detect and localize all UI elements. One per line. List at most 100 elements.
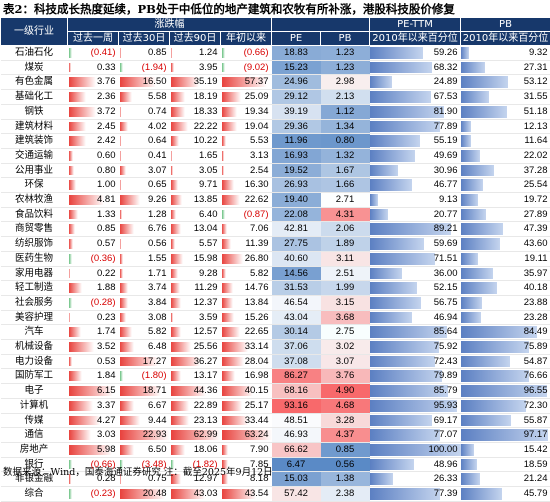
change-value: 0.80 (97, 165, 119, 176)
pe-percentile-bar (370, 121, 441, 133)
change-value: 22.65 (245, 326, 272, 337)
pe-percentile-value: 59.69 (434, 238, 461, 249)
90d-change-cell: 18.06 (170, 442, 221, 457)
week-change-cell: 0.53 (68, 354, 119, 369)
change-value: 5.82 (148, 326, 170, 337)
change-bar (171, 92, 186, 102)
industry-name: 轻工制造 (1, 281, 68, 296)
pe-percentile-value: 24.89 (434, 76, 461, 87)
pb-value: 1.12 (321, 104, 370, 119)
change-value: 63.24 (245, 429, 272, 440)
change-value: 22.93 (143, 429, 170, 440)
pe-value: 37.08 (272, 354, 321, 369)
ytd-change-cell: 63.24 (221, 428, 272, 443)
change-bar (171, 371, 182, 381)
week-change-cell: (0.28) (68, 295, 119, 310)
pe-percentile-bar (370, 297, 422, 309)
week-change-cell: (0.36) (68, 251, 119, 266)
industry-name: 综合 (1, 487, 68, 502)
pe-percentile-bar (370, 179, 413, 191)
ytd-change-cell: 33.44 (221, 413, 272, 428)
pe-percentile-cell: 52.15 (370, 281, 461, 296)
change-bar (69, 401, 94, 411)
pe-percentile-cell: 36.00 (370, 266, 461, 281)
change-value: 3.37 (97, 400, 119, 411)
change-value: 1.71 (148, 268, 170, 279)
change-bar (69, 151, 73, 161)
pb-percentile-cell: 72.30 (461, 398, 550, 413)
pe-percentile-cell: 68.32 (370, 60, 461, 75)
pe-percentile-bar (370, 415, 433, 427)
pb-percentile-cell: 21.24 (461, 472, 550, 487)
pb-value: 1.67 (321, 163, 370, 178)
change-bar (120, 254, 123, 264)
change-bar (171, 313, 174, 323)
90d-change-cell: 35.19 (170, 75, 221, 90)
30d-change-cell: 9.26 (119, 193, 170, 208)
change-value: 22.62 (245, 194, 272, 205)
pe-percentile-value: 75.92 (434, 341, 461, 352)
change-value: (0.66) (91, 459, 119, 470)
pb-percentile-cell: 9.32 (461, 46, 550, 61)
pb-percentile-value: 31.55 (524, 91, 550, 102)
change-value: 0.28 (97, 473, 119, 484)
change-bar (120, 298, 129, 308)
change-value: 35.19 (194, 76, 221, 87)
week-change-cell: 3.37 (68, 398, 119, 413)
change-bar (222, 63, 225, 73)
pe-percentile-value: 46.94 (434, 312, 461, 323)
pb-percentile-cell: 22.02 (461, 148, 550, 163)
pe-percentile-cell: 85.79 (370, 384, 461, 399)
change-value: 5.82 (250, 268, 272, 279)
change-bar (222, 357, 244, 367)
pb-percentile-cell: 12.13 (461, 119, 550, 134)
change-value: 1.74 (97, 326, 119, 337)
pe-percentile-cell: 77.89 (370, 119, 461, 134)
pe-value: 26.93 (272, 178, 321, 193)
pb-value: 4.31 (321, 207, 370, 222)
change-bar (171, 63, 174, 73)
change-value: 16.98 (245, 370, 272, 381)
header-pettm-group: PE-TTM (370, 18, 461, 32)
pb-percentile-bar (461, 76, 509, 88)
pb-value: 3.02 (321, 340, 370, 355)
pb-percentile-cell: 18.59 (461, 457, 550, 472)
industry-name: 有色金属 (1, 75, 68, 90)
ytd-change-cell: 19.04 (221, 119, 272, 134)
change-bar (69, 210, 79, 220)
pb-value: 1.23 (321, 60, 370, 75)
pb-percentile-value: 96.55 (524, 385, 550, 396)
change-bar (222, 445, 228, 455)
header-row-group: 一级行业 涨跌幅 PE-TTM PB (1, 18, 550, 32)
pe-value: 30.14 (272, 325, 321, 340)
change-value: 0.85 (97, 223, 119, 234)
change-value: 44.36 (194, 385, 221, 396)
pe-percentile-cell: 46.94 (370, 310, 461, 325)
industry-name: 环保 (1, 178, 68, 193)
pe-percentile-bar (370, 356, 436, 368)
change-bar (171, 327, 181, 337)
change-value: 4.27 (97, 415, 119, 426)
pe-percentile-cell: 71.51 (370, 251, 461, 266)
change-bar (171, 210, 176, 220)
change-bar (69, 63, 71, 73)
pe-percentile-cell: 24.89 (370, 75, 461, 90)
pe-percentile-bar (370, 150, 415, 162)
change-value: 0.75 (148, 473, 170, 484)
pe-percentile-value: 72.43 (434, 356, 461, 367)
ytd-change-cell: 7.90 (221, 442, 272, 457)
change-value: (0.28) (91, 297, 119, 308)
change-bar (120, 269, 124, 279)
change-value: 11.29 (194, 282, 220, 293)
industry-name: 煤炭 (1, 60, 68, 75)
change-value: 0.22 (97, 268, 119, 279)
